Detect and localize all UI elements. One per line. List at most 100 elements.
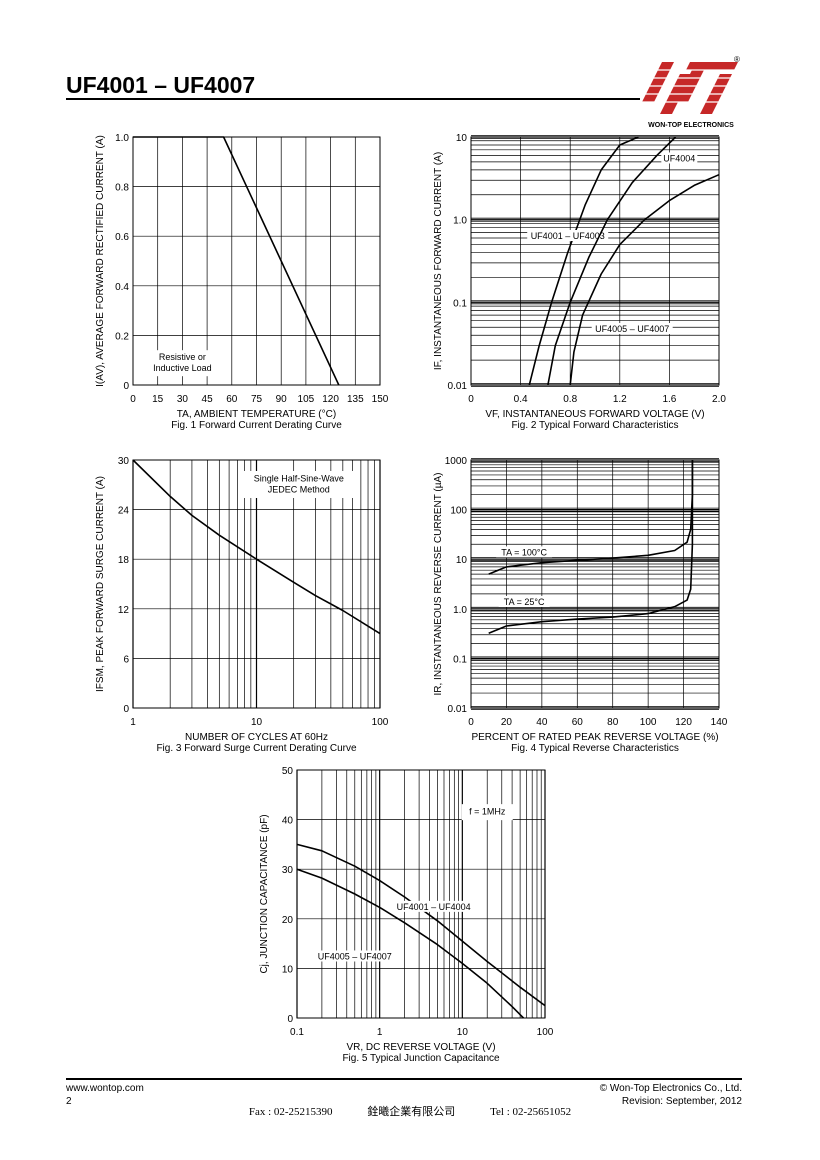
tel-number: Tel : 02-25651052 — [490, 1106, 572, 1118]
fig5-ytick-label: 40 — [282, 816, 294, 827]
fig5-series-label: UF4001 – UF4004 — [397, 902, 471, 912]
fig2-series-label-bg — [661, 152, 698, 164]
fig5-ytick-label: 20 — [282, 915, 294, 926]
fig3-annotation: JEDEC Method — [268, 484, 330, 494]
fig4-xtick-label: 60 — [572, 717, 584, 728]
revision: Revision: September, 2012 — [621, 1096, 742, 1107]
fig3-ytick-label: 12 — [118, 605, 130, 616]
fig2-series-label: UF4004 — [663, 153, 695, 163]
fig3-xtick-label: 1 — [130, 717, 136, 728]
fig5-caption: Fig. 5 Typical Junction Capacitance — [342, 1053, 500, 1064]
fig1-xlabel: TA, AMBIENT TEMPERATURE (°C) — [177, 409, 336, 420]
fig4-series-label: TA = 25°C — [504, 597, 545, 607]
fig1-ytick-label: 1.0 — [115, 133, 129, 144]
page-number: 2 — [66, 1096, 72, 1107]
fig2-frame — [470, 136, 720, 386]
fig4-ytick-label: 1.0 — [453, 605, 467, 616]
fig1-xtick-label: 60 — [226, 394, 238, 405]
fig1-xtick-label: 150 — [372, 394, 389, 405]
fig5-xtick-label: 0.1 — [290, 1027, 304, 1038]
fig1-xtick-label: 45 — [202, 394, 214, 405]
fig2-xtick-label: 0 — [468, 394, 474, 405]
fig4-ylabel: IR, INSTANTANEOUS REVERSE CURRENT (µA) — [433, 472, 444, 695]
fig1-xtick-label: 30 — [177, 394, 189, 405]
fig4-xlabel: PERCENT OF RATED PEAK REVERSE VOLTAGE (%… — [471, 732, 718, 743]
fig3-caption: Fig. 3 Forward Surge Current Derating Cu… — [156, 743, 357, 754]
fig3-xlabel: NUMBER OF CYCLES AT 60Hz — [185, 732, 328, 743]
fig4-series-1 — [488, 460, 694, 635]
fig2-ytick-label: 1.0 — [453, 216, 467, 227]
fig5-frame — [296, 769, 546, 1019]
fig3-frame — [132, 459, 381, 709]
contact-line: Fax : 02-25215390 銓曦企業有限公司 Tel : 02-2565… — [0, 1103, 820, 1119]
fig2-series-label: UF4005 – UF4007 — [595, 324, 669, 334]
fig5-series-label-bg — [393, 900, 475, 912]
fig1-xtick-label: 0 — [130, 394, 136, 405]
fig2-series-label: UF4001 – UF4003 — [531, 231, 605, 241]
fig3-ytick-label: 18 — [118, 555, 130, 566]
fig5-series-label-bg — [314, 950, 396, 962]
fig3-group — [132, 459, 381, 709]
fig4-ytick-label: 100 — [450, 506, 467, 517]
fig3-ytick-label: 24 — [118, 506, 130, 517]
fig4-xtick-label: 80 — [607, 717, 619, 728]
company-name-cn: 銓曦企業有限公司 — [367, 1106, 456, 1118]
fig5-ylabel: Cj, JUNCTION CAPACITANCE (pF) — [259, 814, 270, 973]
fig4-frame — [470, 459, 720, 709]
header-rule — [66, 98, 640, 100]
fig1-ytick-label: 0.4 — [115, 282, 129, 293]
copyright: © Won-Top Electronics Co., Ltd. — [599, 1083, 742, 1094]
logo-mark: ® — [640, 55, 740, 114]
fig2-ytick-label: 0.1 — [453, 298, 467, 309]
fig4-xtick-label: 0 — [468, 717, 474, 728]
fig1-group — [132, 136, 381, 386]
fig1-ylabel: I(AV), AVERAGE FORWARD RECTIFIED CURRENT… — [95, 135, 106, 387]
fig1-xtick-label: 105 — [298, 394, 315, 405]
fig5-xtick-label: 1 — [377, 1027, 383, 1038]
fig2-xtick-label: 1.2 — [613, 394, 627, 405]
fig2-xtick-label: 0.4 — [514, 394, 528, 405]
company-name: WON-TOP ELECTRONICS — [648, 122, 734, 129]
fig3-annotation: Single Half-Sine-Wave — [254, 473, 344, 483]
registered-mark: ® — [734, 55, 740, 64]
fig5-annotation-bg — [461, 804, 513, 821]
fig5-xtick-label: 100 — [537, 1027, 554, 1038]
fig1-ytick-label: 0.6 — [115, 232, 129, 243]
fig5-xlabel: VR, DC REVERSE VOLTAGE (V) — [346, 1042, 495, 1053]
fig2-series-label-bg — [591, 323, 673, 335]
fig5-annotation: f = 1MHz — [469, 807, 506, 817]
fig2-xtick-label: 0.8 — [563, 394, 577, 405]
fig3-ytick-label: 6 — [123, 654, 129, 665]
fig2-group — [470, 135, 720, 387]
fig2-caption: Fig. 2 Typical Forward Characteristics — [511, 420, 678, 431]
fig4-caption: Fig. 4 Typical Reverse Characteristics — [511, 743, 679, 754]
fig1-xtick-label: 90 — [276, 394, 288, 405]
fig4-xtick-label: 100 — [640, 717, 657, 728]
website-link[interactable]: www.wontop.com — [66, 1083, 144, 1094]
fig5-series-0 — [296, 843, 546, 1007]
fax-number: Fax : 02-25215390 — [248, 1106, 333, 1118]
fig5-ytick-label: 30 — [282, 865, 294, 876]
fig4-series-label-bg — [498, 595, 550, 607]
fig5-group — [296, 769, 546, 1019]
fig2-ytick-label: 0.01 — [448, 381, 468, 392]
company-logo: ® — [640, 54, 742, 120]
fig3-xtick-label: 100 — [372, 717, 389, 728]
fig1-xtick-label: 75 — [251, 394, 263, 405]
fig4-ytick-label: 10 — [456, 555, 468, 566]
fig4-xtick-label: 20 — [501, 717, 513, 728]
fig4-series-0 — [488, 460, 694, 575]
fig3-series-0 — [132, 459, 381, 635]
fig2-series-1 — [547, 136, 677, 386]
fig1-ytick-label: 0.8 — [115, 183, 129, 194]
fig2-series-2 — [569, 173, 720, 386]
fig4-ytick-label: 0.1 — [453, 654, 467, 665]
fig1-annotation-bg — [142, 350, 223, 377]
fig1-frame — [132, 136, 381, 386]
footer-rule — [66, 1078, 742, 1080]
page-title: UF4001 – UF4007 — [66, 72, 256, 98]
fig1-annotation: Resistive or — [159, 352, 206, 362]
fig5-xtick-label: 10 — [457, 1027, 469, 1038]
fig5-ytick-label: 10 — [282, 964, 294, 975]
fig5-series-label: UF4005 – UF4007 — [318, 951, 392, 961]
